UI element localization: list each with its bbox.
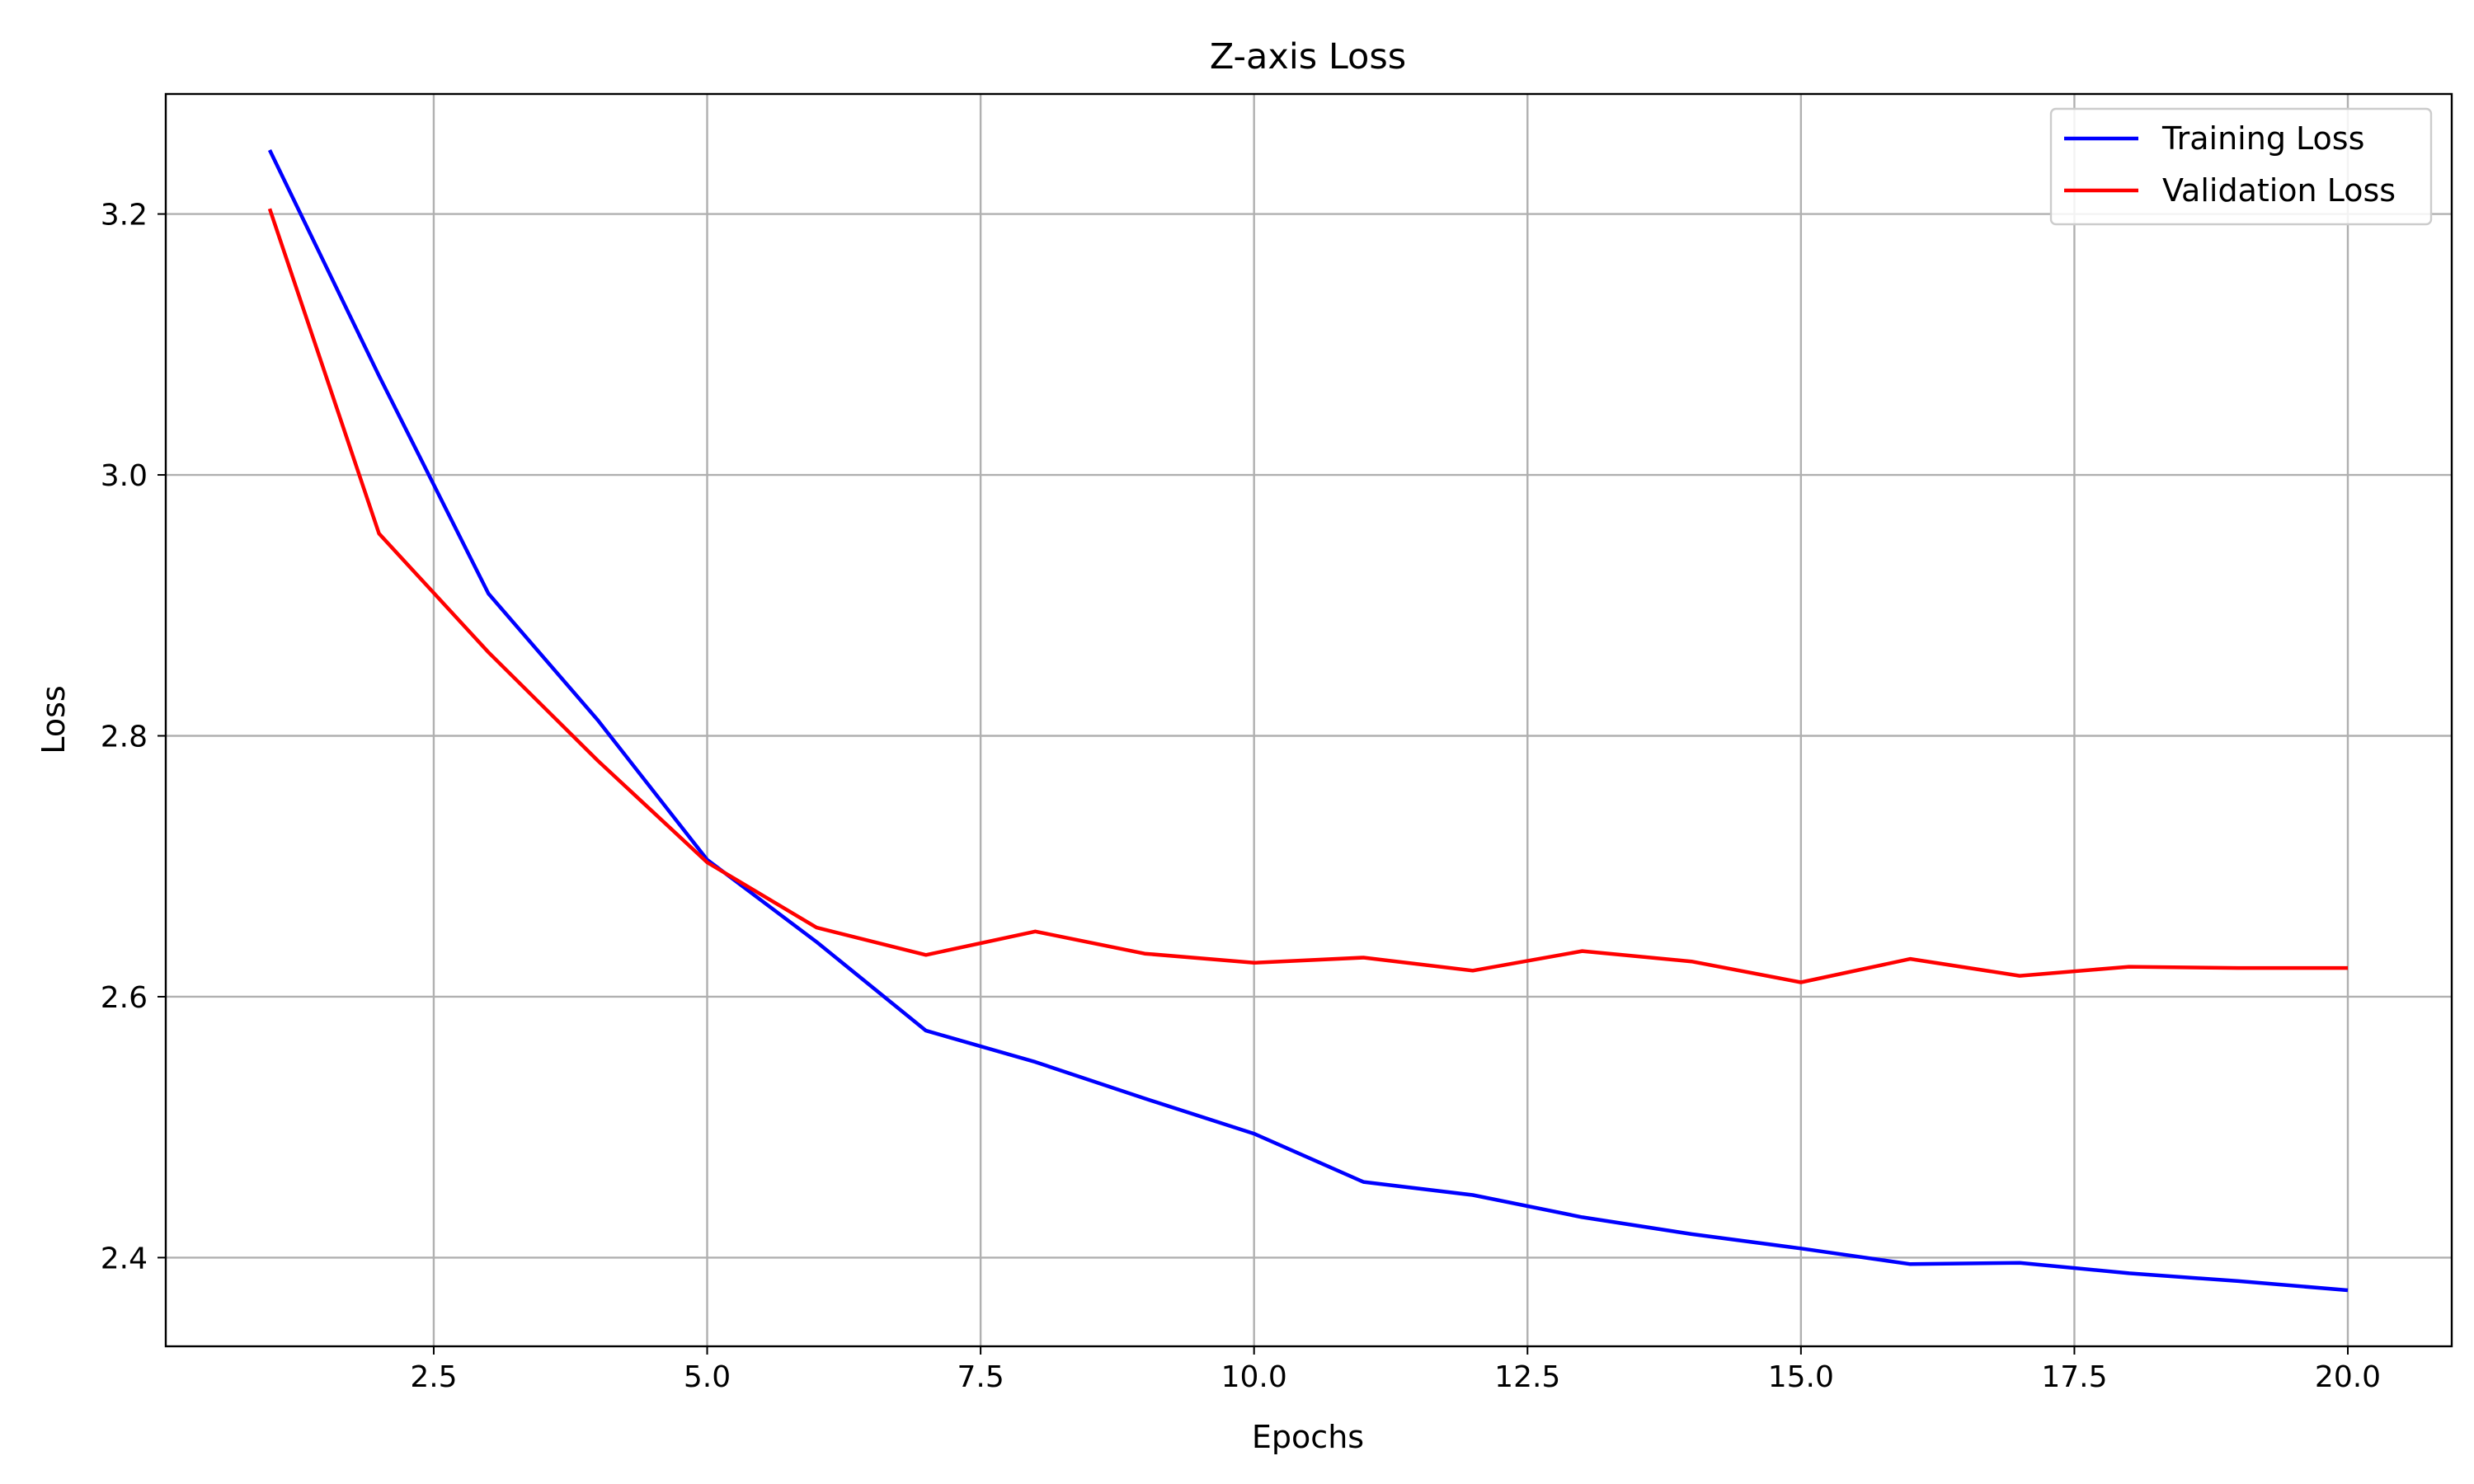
grid-lines xyxy=(166,94,2452,1346)
x-tick-label: 20.0 xyxy=(2315,1360,2381,1394)
series-line-training-loss xyxy=(267,149,2349,1293)
y-tick-label: 3.2 xyxy=(101,199,148,232)
x-tick-label: 10.0 xyxy=(1221,1360,1287,1394)
x-tick-label: 17.5 xyxy=(2041,1360,2107,1394)
plot-frame xyxy=(164,92,2453,1348)
x-tick-label: 2.5 xyxy=(410,1360,457,1394)
legend-label: Training Loss xyxy=(2161,120,2364,157)
y-axis-label: Loss xyxy=(35,685,72,754)
legend-label: Validation Loss xyxy=(2162,172,2396,209)
axis-ticks: 2.5 5.0 7.5 10.0 12.5 15.0 17.5 20.0 2.4 2.6 2.8 3.… xyxy=(101,199,2381,1394)
x-tick-label: 5.0 xyxy=(684,1360,731,1394)
x-tick-label: 15.0 xyxy=(1768,1360,1834,1394)
legend-box xyxy=(2049,107,2433,226)
chart-title: Z-axis Loss xyxy=(1210,36,1406,77)
x-axis-label: Epochs xyxy=(1252,1419,1364,1455)
y-tick-label: 3.0 xyxy=(101,459,148,493)
series-line-validation-loss xyxy=(267,208,2348,984)
x-tick-label: 12.5 xyxy=(1494,1360,1560,1394)
y-tick-label: 2.4 xyxy=(101,1242,148,1275)
y-tick-label: 2.6 xyxy=(101,981,148,1015)
x-tick-label: 7.5 xyxy=(957,1360,1004,1394)
legend: Training Loss Validation Loss xyxy=(2049,107,2433,226)
y-tick-label: 2.8 xyxy=(101,720,148,754)
series-lines xyxy=(267,149,2349,1293)
